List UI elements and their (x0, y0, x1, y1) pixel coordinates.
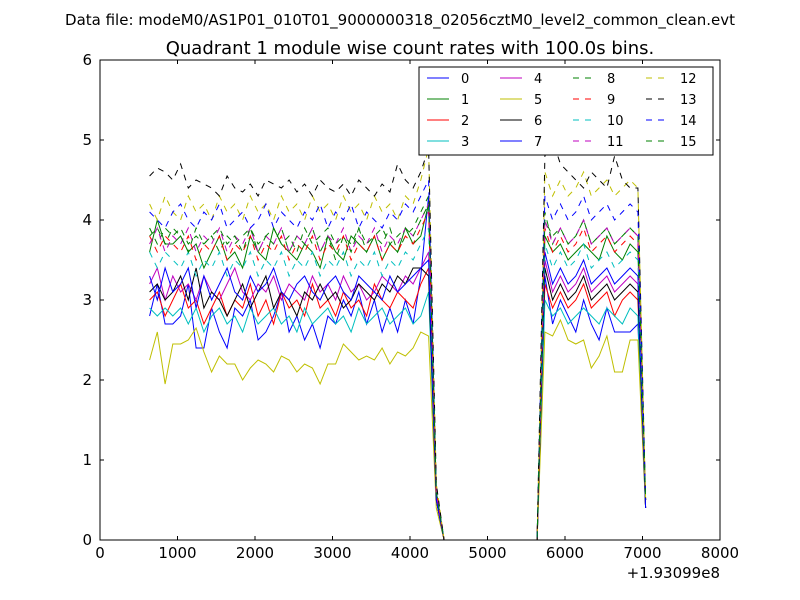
legend-label-12: 12 (680, 72, 697, 87)
series-line-13 (149, 138, 647, 540)
y-tick-label: 5 (82, 131, 92, 149)
y-tick-label: 6 (82, 51, 92, 69)
legend-label-7: 7 (534, 135, 542, 150)
legend-label-6: 6 (534, 114, 542, 129)
series-line-10 (149, 227, 647, 540)
series-line-3 (149, 291, 647, 540)
legend-label-15: 15 (680, 135, 697, 150)
legend-label-10: 10 (607, 114, 624, 129)
legend-label-13: 13 (680, 93, 697, 108)
x-axis-offset-label: +1.93099e8 (627, 564, 720, 582)
legend-label-5: 5 (534, 93, 542, 108)
x-tick-label: 3000 (313, 544, 351, 562)
series-line-14 (149, 179, 647, 540)
series-line-9 (149, 211, 647, 540)
legend-label-11: 11 (607, 135, 624, 150)
legend-label-9: 9 (607, 93, 615, 108)
chart-title: Quadrant 1 module wise count rates with … (166, 38, 655, 59)
axes-frame (99, 59, 721, 541)
legend-label-4: 4 (534, 72, 542, 87)
x-tick-label: 5000 (468, 544, 506, 562)
x-tick-label: 0 (95, 544, 105, 562)
figure-suptitle: Data file: modeM0/AS1P01_010T01_90000003… (65, 11, 735, 30)
y-tick-label: 4 (82, 211, 92, 229)
series-line-12 (149, 147, 647, 540)
legend-label-1: 1 (461, 93, 469, 108)
legend-label-0: 0 (461, 72, 469, 87)
series-line-5 (149, 318, 647, 540)
x-tick-label: 4000 (391, 544, 429, 562)
x-tick-label: 1000 (158, 544, 196, 562)
x-tick-label: 7000 (623, 544, 661, 562)
series-layer (149, 138, 647, 540)
legend-label-8: 8 (607, 72, 615, 87)
x-tick-label: 6000 (546, 544, 584, 562)
series-line-7 (149, 251, 647, 540)
legend-box (418, 66, 714, 156)
x-tick-label: 8000 (701, 544, 739, 562)
legend-label-3: 3 (461, 135, 469, 150)
series-line-15 (149, 203, 647, 540)
y-tick-label: 0 (82, 531, 92, 549)
y-tick-label: 1 (82, 451, 92, 469)
legend-label-14: 14 (680, 114, 697, 129)
legend-label-2: 2 (461, 114, 469, 129)
series-line-6 (149, 267, 647, 540)
series-line-0 (149, 195, 647, 540)
y-tick-label: 2 (82, 371, 92, 389)
y-tick-label: 3 (82, 291, 92, 309)
x-tick-label: 2000 (236, 544, 274, 562)
